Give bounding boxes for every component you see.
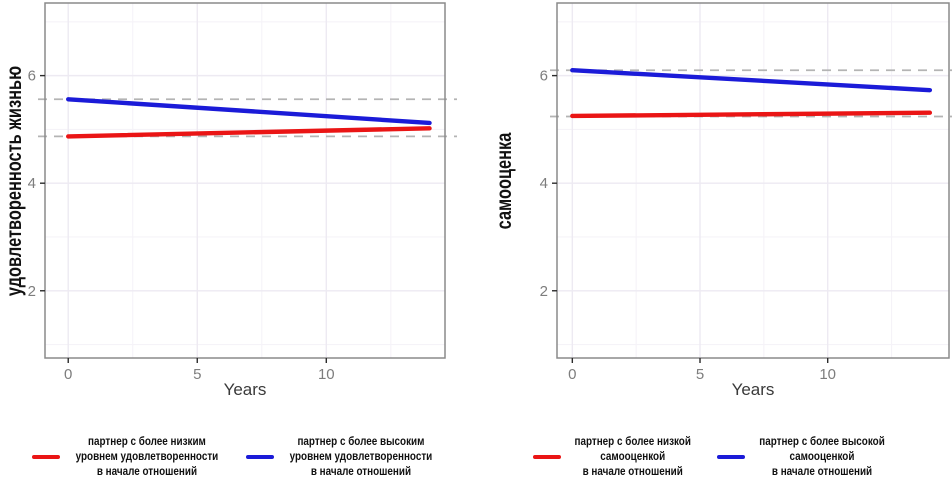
x-tick-label: 5 bbox=[696, 366, 704, 383]
figure-self-esteem: 0 5 10 2 4 6 самооценка Years партнер с более… bbox=[476, 0, 952, 504]
y-axis-title-life-satisfaction: удовлетворенность жизнью bbox=[3, 65, 26, 297]
y-tick-label: 4 bbox=[540, 175, 548, 192]
life-satisfaction-chart-panel: 0 5 10 2 4 6 bbox=[28, 2, 457, 383]
red-line-swatch bbox=[32, 455, 61, 460]
series-line-higher-initial-self-esteem-partner bbox=[570, 68, 933, 93]
y-tick-label: 4 bbox=[28, 175, 36, 192]
x-axis-title-years-right: Years bbox=[731, 380, 775, 399]
red-line-swatch bbox=[533, 455, 562, 460]
x-tick-label: 0 bbox=[64, 366, 72, 383]
legend-label-higher-satisfaction: партнер с более высоким уровнем удовлетв… bbox=[289, 436, 433, 478]
x-axis-title-years-left: Years bbox=[223, 380, 267, 399]
legend-label-higher-self-esteem: партнер с более высокой самооценкой в на… bbox=[758, 436, 885, 478]
x-tick-label: 10 bbox=[318, 366, 335, 383]
series-line-lower-initial-self-esteem-partner bbox=[570, 110, 933, 119]
series-line-higher-initial-satisfaction-partner bbox=[66, 97, 432, 126]
series-line-lower-initial-satisfaction-partner bbox=[66, 126, 432, 139]
legend-entry-lower-satisfaction: партнер с более низким уровнем удовлетво… bbox=[32, 435, 230, 480]
x-tick-label: 5 bbox=[193, 366, 201, 383]
legend-self-esteem: партнер с более низкой самооценкой в нач… bbox=[476, 435, 952, 480]
legend-label-lower-satisfaction: партнер с более низким уровнем удовлетво… bbox=[75, 436, 219, 478]
x-tick-label: 0 bbox=[568, 366, 576, 383]
y-tick-label: 6 bbox=[28, 68, 36, 85]
blue-line-swatch bbox=[246, 455, 274, 460]
legend-life-satisfaction: партнер с более низким уровнем удовлетво… bbox=[0, 435, 476, 480]
self-esteem-chart-panel: 0 5 10 2 4 6 bbox=[540, 2, 952, 383]
y-tick-label: 6 bbox=[540, 68, 548, 85]
y-tick-label: 2 bbox=[28, 283, 36, 300]
panel-border bbox=[556, 2, 950, 359]
x-tick-label: 10 bbox=[819, 366, 836, 383]
legend-label-lower-self-esteem: партнер с более низкой самооценкой в нач… bbox=[574, 436, 692, 478]
panel-border bbox=[44, 2, 446, 359]
figure-life-satisfaction: 0 5 10 2 4 6 удовлетворенность жизнью Years п… bbox=[0, 2, 476, 480]
legend-entry-higher-satisfaction: партнер с более высоким уровнем удовлетв… bbox=[246, 435, 444, 480]
blue-line-swatch bbox=[716, 455, 745, 460]
y-tick-label: 2 bbox=[540, 283, 548, 300]
legend-entry-higher-self-esteem: партнер с более высокой самооценкой в на… bbox=[716, 435, 895, 480]
legend-entry-lower-self-esteem: партнер с более низкой самооценкой в нач… bbox=[533, 435, 700, 480]
y-axis-title-self-esteem: самооценка bbox=[493, 132, 516, 230]
